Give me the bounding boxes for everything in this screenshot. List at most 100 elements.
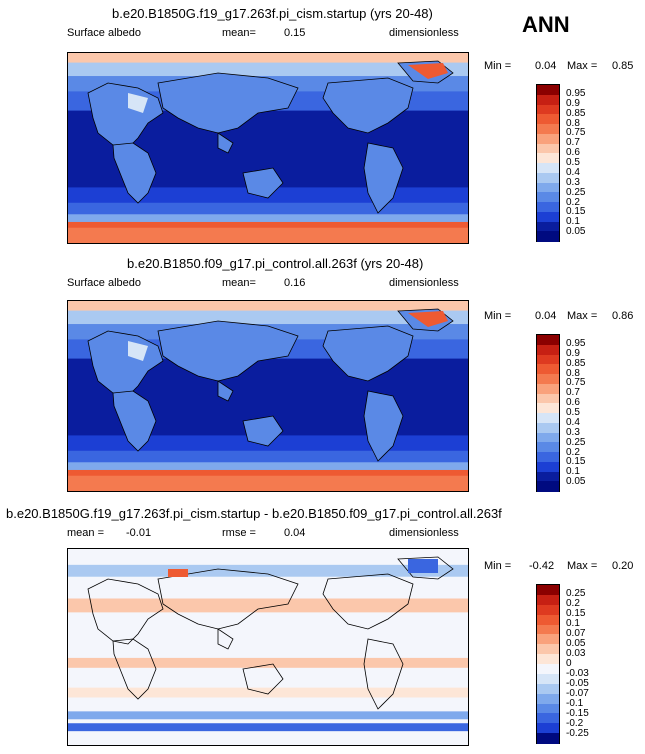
colorbar-tick-label: 0.25	[566, 186, 586, 198]
panel-2-min-value: 0.04	[535, 310, 557, 322]
colorbar-cell	[537, 413, 559, 424]
colorbar-tick-label: 0.15	[566, 608, 586, 619]
colorbar-tick-label: -0.05	[566, 678, 589, 689]
panel-3-title: b.e20.B1850G.f19_g17.263f.pi_cism.startu…	[6, 506, 502, 521]
continent-outline	[322, 573, 414, 630]
panel-1-colorbar	[536, 84, 560, 242]
panel-1: b.e20.B1850G.f19_g17.263f.pi_cism.startu…	[0, 0, 645, 250]
colorbar-cell	[537, 471, 559, 482]
colorbar-tick-label: 0	[566, 658, 572, 669]
continent-outline	[217, 132, 234, 154]
albedo-band	[68, 450, 468, 464]
colorbar-tick-label: -0.07	[566, 688, 589, 699]
albedo-band	[68, 53, 468, 64]
colorbar-cell	[537, 364, 559, 375]
colorbar-cell	[537, 383, 559, 394]
panel-2-mean-value: 0.16	[284, 277, 306, 289]
colorbar-cell	[537, 124, 559, 135]
greenland-ice	[408, 311, 448, 327]
colorbar-cell	[537, 604, 559, 616]
colorbar-tick-label: -0.2	[566, 718, 584, 729]
panel-3-max-value: 0.20	[612, 560, 634, 572]
panel-3-units: dimensionless	[389, 527, 459, 539]
difference-hotspot	[168, 569, 188, 577]
panel-2-colorbar	[536, 334, 560, 492]
colorbar-tick-label: 0.4	[566, 416, 580, 428]
colorbar-cell	[537, 153, 559, 164]
continent-outline	[363, 142, 404, 214]
continent-outline	[157, 320, 299, 382]
colorbar-tick-label: 0.9	[566, 347, 580, 359]
colorbar-cell	[537, 664, 559, 675]
colorbar-cell	[537, 594, 559, 606]
continent-outline	[157, 72, 299, 134]
difference-band	[68, 598, 468, 613]
colorbar-cell	[537, 163, 559, 174]
colorbar-cell	[537, 344, 559, 355]
difference-band	[68, 657, 468, 668]
colorbar-tick-label: 0.2	[566, 196, 580, 208]
colorbar-tick-label: 0.05	[566, 226, 586, 238]
albedo-band	[68, 62, 468, 78]
continent-outline	[112, 142, 157, 204]
continent-outline	[112, 390, 157, 452]
colorbar-cell	[537, 133, 559, 144]
colorbar-tick-label: -0.25	[566, 728, 589, 739]
colorbar-tick-label: 0.6	[566, 147, 580, 159]
continent-outline	[322, 77, 414, 134]
colorbar-tick-label: 0.1	[566, 216, 580, 228]
continent-outline	[397, 556, 454, 580]
colorbar-tick-label: 0.25	[566, 436, 586, 448]
colorbar-cell	[537, 442, 559, 453]
panel-1-mean-value: 0.15	[284, 27, 306, 39]
colorbar-cell	[537, 693, 559, 704]
colorbar-tick-label: 0.25	[566, 588, 586, 599]
colorbar-cell	[537, 585, 559, 596]
difference-band	[68, 687, 468, 698]
continent-outline	[217, 628, 234, 650]
season-label: ANN	[522, 12, 570, 37]
continent-outline	[242, 663, 284, 695]
colorbar-cell	[537, 85, 559, 96]
colorbar-cell	[537, 143, 559, 154]
colorbar-cell	[537, 211, 559, 222]
colorbar-tick-label: 0.5	[566, 407, 580, 418]
colorbar-tick-label: 0.15	[566, 206, 586, 218]
colorbar-cell	[537, 393, 559, 404]
continent-outline	[242, 415, 284, 447]
panel-3-rmse-value: 0.04	[284, 527, 306, 539]
colorbar-tick-label: 0.2	[566, 446, 580, 458]
panel-2-min-label: Min =	[484, 310, 512, 322]
panel-2-mean-label: mean=	[222, 277, 256, 289]
colorbar-cell	[537, 354, 559, 365]
greenland-ice	[408, 63, 448, 79]
colorbar-tick-label: 0.75	[566, 377, 586, 389]
antarctic-ice	[68, 475, 468, 491]
colorbar-cell	[537, 335, 559, 346]
panel-2-map-plot	[68, 301, 468, 491]
panel-3: b.e20.B1850G.f19_g17.263f.pi_cism.startu…	[0, 500, 645, 754]
continent-outline	[242, 167, 284, 199]
albedo-band	[68, 214, 468, 223]
colorbar-tick-label: 0.3	[566, 176, 580, 188]
colorbar-tick-label: 0.1	[566, 618, 580, 629]
colorbar-tick-label: 0.75	[566, 127, 586, 139]
colorbar-cell	[537, 452, 559, 463]
panel-2-max-label: Max =	[567, 310, 598, 322]
colorbar-cell	[537, 403, 559, 414]
colorbar-tick-label: 0.1	[566, 466, 580, 478]
colorbar-cell	[537, 624, 559, 635]
continent-outline	[112, 638, 157, 700]
colorbar-cell	[537, 422, 559, 433]
colorbar-cell	[537, 221, 559, 232]
continent-outline	[217, 380, 234, 402]
desert-region	[128, 341, 148, 361]
colorbar-cell	[537, 192, 559, 203]
colorbar-cell	[537, 94, 559, 105]
colorbar-tick-label: -0.15	[566, 708, 589, 719]
difference-band	[68, 723, 468, 732]
colorbar-cell	[537, 481, 559, 492]
continent-outline	[87, 578, 164, 645]
colorbar-tick-label: 0.95	[566, 337, 586, 349]
antarctic-ice	[68, 227, 468, 243]
